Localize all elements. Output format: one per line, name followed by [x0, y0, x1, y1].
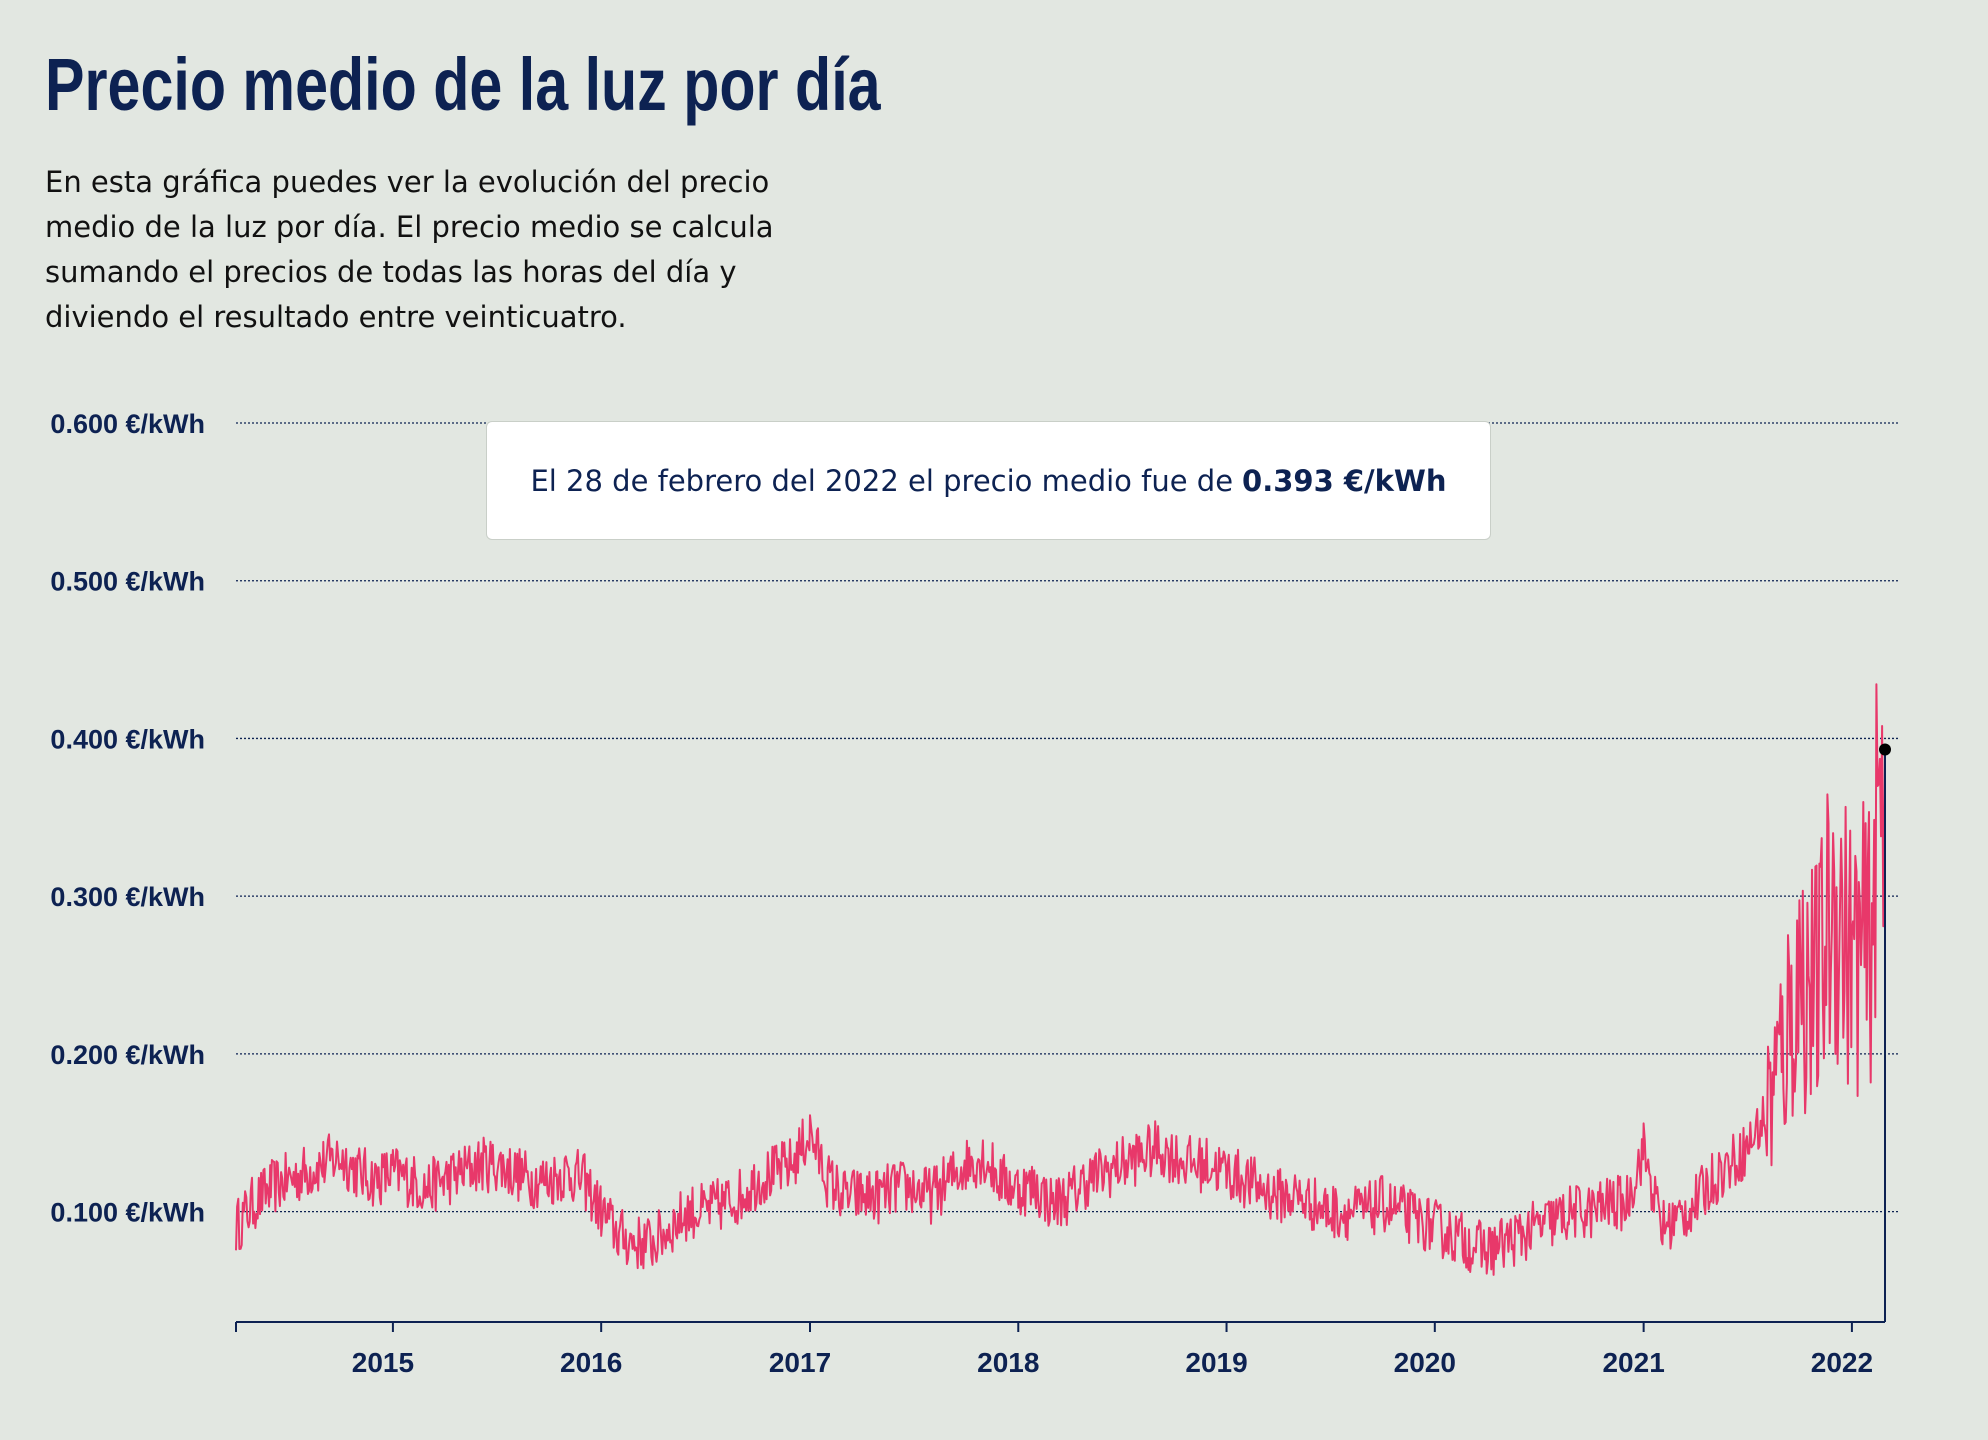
- marker-dot: [1879, 743, 1891, 756]
- x-tick-label: 2021: [1602, 1347, 1664, 1378]
- x-tick-label: 2017: [769, 1347, 831, 1378]
- tooltip-text: El 28 de febrero del 2022 el precio medi…: [530, 463, 1234, 498]
- x-axis: 2015 2016 2017 2018 2019 2020 2021 2022: [235, 1321, 1885, 1378]
- x-tick-label: 2019: [1185, 1347, 1247, 1378]
- page-title: Precio medio de la luz por día: [45, 43, 881, 126]
- y-tick-label: 0.100 €/kWh: [50, 1198, 205, 1228]
- y-tick-label: 0.500 €/kWh: [50, 567, 205, 597]
- grid-lines: [236, 422, 1900, 1213]
- x-tick-label: 2022: [1811, 1347, 1873, 1378]
- page-description: En esta gráfica puedes ver la evolución …: [45, 165, 774, 334]
- series-line: [235, 683, 1886, 1276]
- y-tick-label: 0.300 €/kWh: [50, 882, 205, 912]
- y-tick-label: 0.600 €/kWh: [50, 409, 205, 439]
- x-tick-label: 2018: [977, 1347, 1039, 1378]
- highlight-marker: [1879, 743, 1891, 1322]
- y-tick-label: 0.400 €/kWh: [50, 724, 205, 754]
- x-tick-label: 2015: [352, 1347, 414, 1378]
- x-tick-label: 2020: [1394, 1347, 1456, 1378]
- series-group: [235, 683, 1886, 1276]
- y-tick-label: 0.200 €/kWh: [50, 1040, 205, 1070]
- x-tick-label: 2016: [560, 1347, 622, 1378]
- tooltip: El 28 de febrero del 2022 el precio medi…: [486, 421, 1491, 540]
- tooltip-value: 0.393 €/kWh: [1242, 463, 1447, 498]
- y-axis-labels: 0.100 €/kWh 0.200 €/kWh 0.300 €/kWh 0.400 €…: [50, 409, 205, 1228]
